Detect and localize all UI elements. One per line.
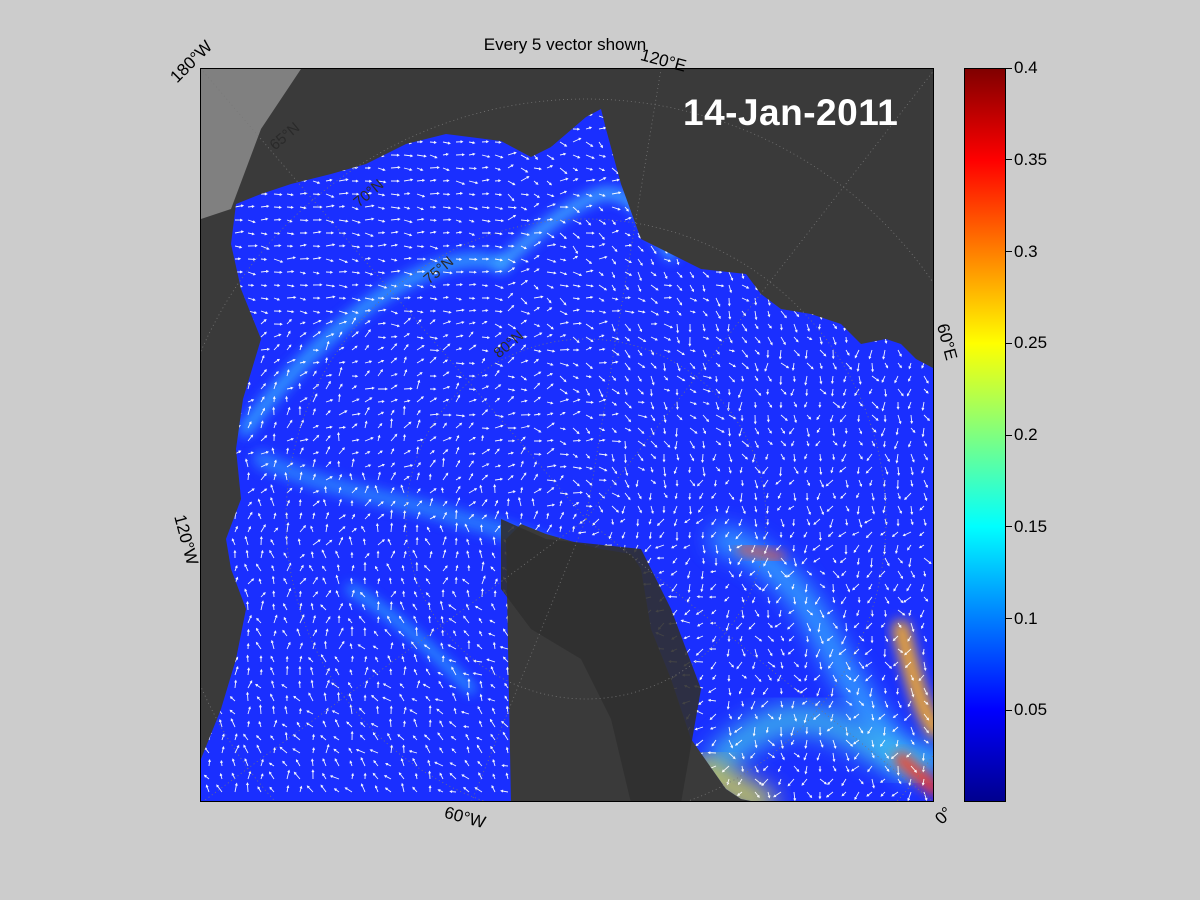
colorbar-tick-label: 0.05 xyxy=(1014,700,1048,720)
colorbar-tick-label: 0.3 xyxy=(1014,241,1038,261)
speed-streak xyxy=(737,545,785,561)
colorbar-tick xyxy=(1006,709,1012,711)
colorbar-tick-label: 0.25 xyxy=(1014,333,1048,353)
colorbar-tick-label: 0.2 xyxy=(1014,425,1038,444)
colorbar-tick-label: 0.4 xyxy=(1014,58,1038,77)
longitude-label-120w: 120°W xyxy=(170,512,202,568)
greenland-landmass xyxy=(501,519,701,801)
colorbar-tick xyxy=(1006,526,1012,528)
colorbar-tick-label: 0.15 xyxy=(1014,516,1048,536)
longitude-label-60w: 60°W xyxy=(442,802,488,833)
colorbar-tick xyxy=(1006,251,1012,252)
outside-domain-area xyxy=(201,69,301,219)
latitude-circle xyxy=(405,338,767,700)
colorbar-tick xyxy=(1006,159,1012,161)
colorbar-tick xyxy=(1006,618,1012,619)
colorbar-tick xyxy=(1006,434,1012,436)
meridian-line xyxy=(585,69,662,520)
longitude-label-60e: 60°E xyxy=(933,321,961,363)
date-label: 14-Jan-2011 xyxy=(683,92,899,133)
map-title: Every 5 vector shown xyxy=(483,35,647,54)
latitude-circle xyxy=(285,218,887,801)
speed-streak xyxy=(894,752,933,796)
speed-streak xyxy=(892,620,933,738)
longitude-label-0: 0° xyxy=(931,803,957,829)
graticule xyxy=(201,69,933,801)
colorbar-tick xyxy=(1006,342,1012,344)
meridian-line xyxy=(201,69,587,520)
sea-ice-velocity-map xyxy=(201,69,933,801)
meridian-line xyxy=(585,70,933,520)
colorbar xyxy=(964,68,1006,802)
speed-streak xyxy=(346,584,476,694)
colorbar-tick-label: 0.1 xyxy=(1014,608,1038,628)
colorbar-tick-label: 0.35 xyxy=(1014,149,1048,169)
speed-streak xyxy=(239,252,508,436)
colorbar-tick xyxy=(1006,67,1012,69)
map-frame xyxy=(200,68,934,802)
meridian-line xyxy=(585,518,933,801)
